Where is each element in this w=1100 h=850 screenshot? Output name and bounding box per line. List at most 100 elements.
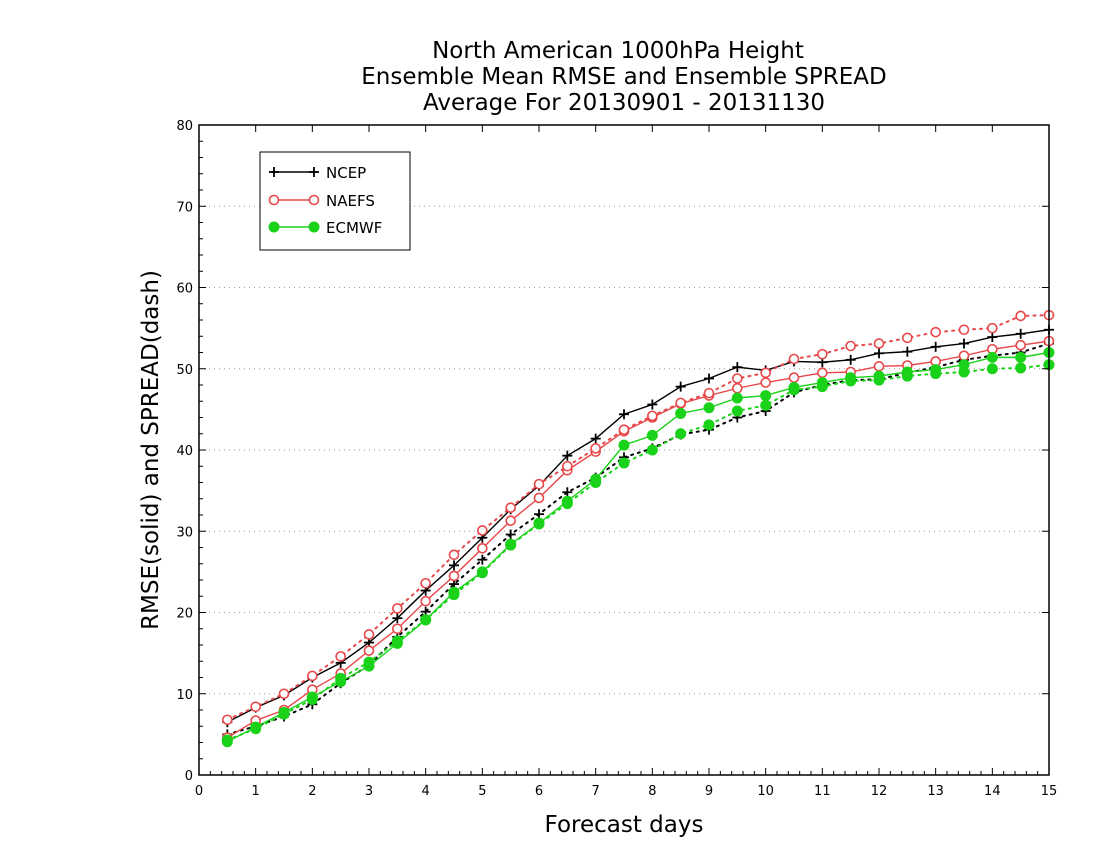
point-ncep-rmse-27	[987, 332, 998, 343]
legend-marker-naefs	[268, 194, 320, 206]
y-tick-label-50: 50	[176, 363, 193, 378]
point-ecmwf-spread-6	[391, 635, 403, 647]
point-naefs-spread-11	[533, 478, 545, 490]
y-tick-label-0: 0	[185, 769, 193, 784]
point-naefs-spread-19	[760, 367, 771, 379]
point-ecmwf-spread-10	[505, 539, 517, 551]
point-naefs-spread-18	[732, 373, 743, 384]
point-ecmwf-rmse-18	[731, 392, 743, 404]
point-naefs-spread-24	[902, 332, 913, 344]
point-naefs-rmse-20	[788, 372, 800, 383]
point-ecmwf-spread-17	[703, 419, 715, 431]
point-ecmwf-spread-0	[221, 734, 233, 746]
point-ecmwf-spread-5	[363, 656, 375, 668]
x-tick-label-4: 4	[422, 784, 430, 799]
point-naefs-spread-12	[562, 460, 573, 472]
point-ecmwf-spread-9	[476, 567, 488, 579]
x-axis-label: Forecast days	[545, 812, 704, 838]
point-ncep-spread-12	[562, 487, 573, 498]
x-tick-label-0: 0	[195, 784, 203, 799]
legend-marker-ncep-a	[269, 167, 279, 177]
x-tick-label-3: 3	[365, 784, 373, 799]
point-ncep-rmse-13	[590, 433, 601, 444]
point-naefs-spread-14	[618, 424, 630, 435]
point-ncep-rmse-24	[902, 346, 913, 357]
point-naefs-rmse-19	[760, 377, 771, 388]
point-ecmwf-spread-22	[845, 375, 857, 387]
point-naefs-spread-28	[1015, 310, 1026, 322]
point-naefs-spread-8	[448, 549, 460, 561]
point-ecmwf-rmse-15	[646, 429, 658, 441]
y-tick-label-40: 40	[176, 444, 193, 459]
point-ecmwf-spread-12	[561, 498, 573, 510]
legend: NCEP NAEFS ECMWF	[259, 151, 411, 251]
chart-title-line-3: Average For 20130901 - 20131130	[423, 90, 825, 116]
x-tick-label-11: 11	[814, 784, 831, 799]
point-naefs-rmse-5	[363, 645, 375, 656]
point-ecmwf-spread-20	[788, 384, 800, 396]
legend-box	[259, 151, 411, 251]
point-ecmwf-rmse-14	[618, 439, 630, 451]
x-tick-label-5: 5	[478, 784, 486, 799]
point-ecmwf-spread-13	[590, 477, 602, 488]
point-ecmwf-rmse-27	[986, 351, 998, 363]
point-naefs-rmse-7	[420, 595, 431, 607]
point-naefs-spread-20	[788, 353, 800, 365]
point-ncep-rmse-15	[647, 399, 658, 410]
point-ecmwf-spread-16	[675, 428, 687, 440]
x-tick-label-2: 2	[308, 784, 316, 799]
legend-marker-ncep-b	[309, 167, 319, 177]
point-ecmwf-spread-21	[816, 381, 828, 393]
point-naefs-rmse-8	[448, 570, 460, 582]
point-ncep-spread-10	[505, 529, 516, 540]
point-ecmwf-rmse-19	[760, 390, 772, 402]
x-tick-label-1: 1	[252, 784, 260, 799]
y-tick-label-20: 20	[176, 607, 193, 622]
point-ecmwf-spread-15	[646, 444, 658, 456]
point-ecmwf-spread-11	[533, 518, 545, 530]
x-tick-label-9: 9	[705, 784, 713, 799]
point-naefs-spread-23	[873, 338, 885, 349]
point-ecmwf-rmse-28	[1015, 351, 1027, 363]
point-ecmwf-spread-27	[986, 363, 998, 375]
point-ncep-rmse-17	[704, 373, 714, 384]
legend-label-ecmwf: ECMWF	[326, 219, 382, 237]
point-ecmwf-spread-19	[760, 399, 772, 411]
point-ncep-rmse-22	[845, 354, 856, 365]
point-ecmwf-spread-4	[335, 672, 347, 684]
x-tick-label-6: 6	[535, 784, 543, 799]
point-naefs-spread-3	[307, 670, 318, 682]
point-ecmwf-spread-26	[958, 366, 970, 378]
point-ncep-rmse-28	[1015, 328, 1026, 339]
point-ncep-rmse-6	[392, 613, 403, 624]
point-ecmwf-spread-1	[250, 723, 262, 735]
point-naefs-spread-15	[647, 410, 658, 422]
legend-marker-ecmwf-a	[268, 221, 280, 233]
point-naefs-spread-9	[477, 525, 488, 536]
point-naefs-spread-1	[250, 701, 261, 713]
x-tick-label-14: 14	[984, 784, 1001, 799]
x-tick-label-10: 10	[757, 784, 774, 799]
point-ncep-rmse-14	[619, 409, 629, 420]
point-ncep-spread-11	[534, 509, 544, 520]
y-tick-label-80: 80	[176, 119, 193, 134]
chart-title-line-2: Ensemble Mean RMSE and Ensemble SPREAD	[361, 64, 886, 90]
point-naefs-spread-2	[278, 688, 290, 700]
x-tick-label-12: 12	[871, 784, 888, 799]
point-naefs-spread-7	[420, 577, 431, 589]
legend-marker-ecmwf-b	[308, 221, 320, 233]
y-tick-label-10: 10	[176, 688, 193, 703]
point-naefs-spread-6	[392, 603, 403, 614]
legend-label-ncep: NCEP	[326, 164, 366, 182]
point-ecmwf-spread-7	[420, 614, 432, 626]
point-ncep-rmse-23	[874, 348, 884, 359]
x-tick-label-13: 13	[927, 784, 944, 799]
point-ecmwf-spread-24	[901, 370, 913, 382]
point-ncep-rmse-25	[930, 341, 941, 352]
point-ecmwf-spread-18	[731, 405, 743, 417]
series-ecmwf-spread	[221, 359, 1055, 746]
point-naefs-spread-0	[222, 714, 233, 726]
point-ncep-rmse-12	[562, 450, 573, 461]
